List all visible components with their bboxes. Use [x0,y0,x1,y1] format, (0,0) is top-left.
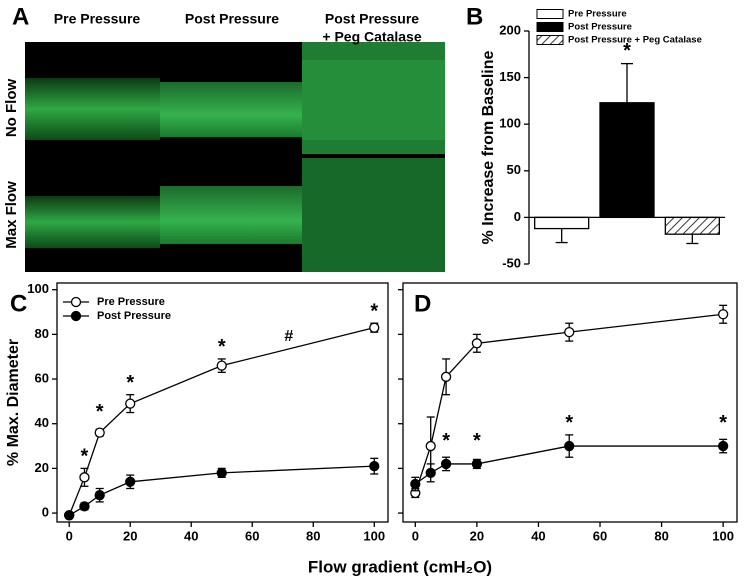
column-label: Pre Pressure [54,11,141,27]
x-tick-label: 40 [184,528,198,543]
panel-label: B [466,3,483,30]
series-line [414,313,724,494]
annotation: * [442,430,450,452]
marker [410,478,421,490]
y-tick-label: 150 [499,69,521,84]
bar [664,216,720,235]
marker [425,440,436,452]
bar [599,102,655,219]
panel-label: D [414,290,431,317]
marker [216,467,227,479]
x-tick-label: 20 [123,528,137,543]
marker [79,472,90,483]
annotation: * [719,412,727,434]
marker [564,326,575,338]
marker [94,427,105,438]
x-tick-label: 60 [245,528,259,543]
marker [564,440,575,452]
y-tick-label: 60 [35,370,49,385]
y-tick-label: 20 [35,460,49,475]
marker [369,322,380,333]
y-tick-label: -50 [502,255,521,270]
legend-label: Post Pressure [568,22,632,33]
annotation: * [623,40,631,62]
panel-label: A [12,3,29,30]
legend-label: Post Pressure + Peg Catalase [568,35,702,46]
series-line [68,327,375,516]
legend-swatch [536,35,564,45]
x-tick-label: 100 [712,528,734,543]
legend-label: Post Pressure [97,310,171,322]
marker [369,461,380,472]
x-tick-label: 60 [593,528,607,543]
annotation: * [473,430,481,452]
legend-marker [70,310,82,322]
marker [79,501,90,512]
y-tick-label: 0 [514,209,521,224]
y-axis-label: % Max. Diameter [5,339,22,466]
marker [94,490,105,501]
marker [717,440,729,452]
row-label: Max Flow [3,181,20,249]
marker [440,371,452,382]
x-tick-label: 0 [66,528,73,543]
column-label: + Peg Catalase [322,29,421,45]
plot-frame [56,282,389,523]
marker [471,458,483,470]
x-tick-label: 20 [470,528,484,543]
legend-label: Pre Pressure [568,9,627,20]
x-tick-label: 80 [306,528,320,543]
x-tick-label: 40 [531,528,545,543]
marker [125,398,136,409]
marker [440,458,452,470]
y-tick-label: 0 [42,505,49,520]
column-label: Post Pressure [185,11,279,27]
plot-frame [402,282,738,523]
y-tick-label: 100 [499,116,521,131]
panel-a-images [25,42,445,272]
legend-marker [70,296,82,308]
marker [471,338,483,349]
annotation: * [126,372,134,394]
annotation: * [218,336,226,358]
marker [717,309,729,320]
x-tick-label: 80 [654,528,668,543]
y-tick-label: 100 [27,281,49,296]
y-tick-label: 50 [507,162,521,177]
x-tick-label: 100 [363,528,385,543]
y-tick-label: 40 [35,415,49,430]
x-tick-label: 0 [412,528,419,543]
marker [425,467,436,479]
x-axis-label: Flow gradient (cmH₂O) [308,557,492,576]
annotation: * [370,300,378,322]
annotation: # [284,328,293,345]
panel-label: C [10,290,27,317]
row-label: No Flow [3,79,20,138]
marker [216,360,227,371]
annotation: * [565,412,573,434]
bar [534,216,590,230]
legend-swatch [536,22,564,32]
column-label: Post Pressure [325,11,419,27]
annotation: * [81,446,89,468]
marker [64,510,75,521]
y-tick-label: 200 [499,22,521,37]
legend-swatch [536,9,564,19]
legend-label: Pre Pressure [97,296,165,308]
annotation: * [96,401,104,423]
y-tick-label: 80 [35,326,49,341]
marker [125,476,136,487]
y-axis-label: % Increase from Baseline [480,50,497,244]
